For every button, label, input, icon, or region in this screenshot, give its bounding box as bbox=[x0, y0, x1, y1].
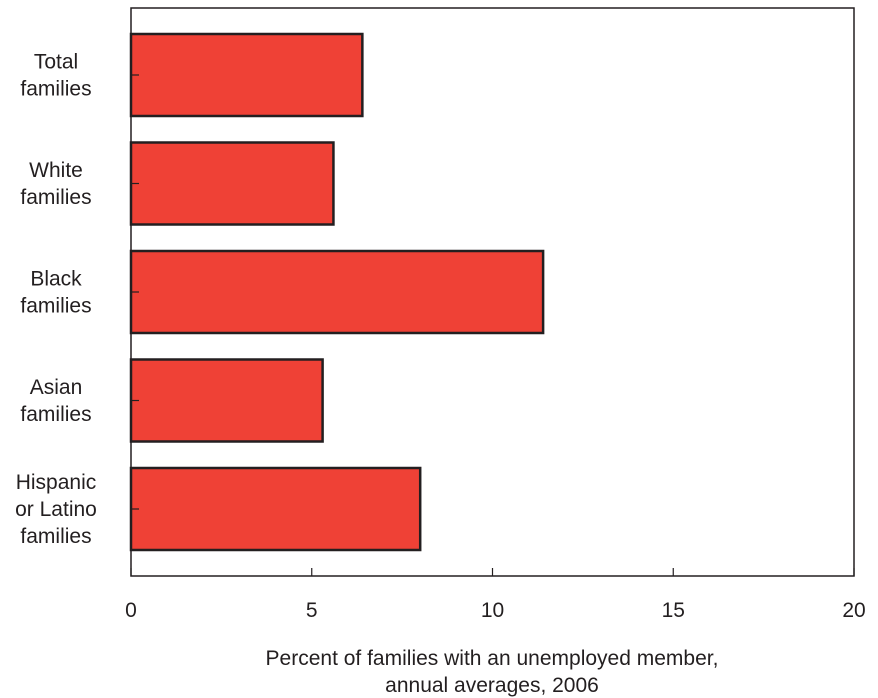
bar-0 bbox=[129, 32, 364, 118]
x-tick-label-4: 20 bbox=[842, 599, 865, 622]
category-label-line: families bbox=[20, 525, 91, 548]
category-label-line: Hispanic bbox=[16, 471, 97, 494]
category-label-line: families bbox=[20, 295, 91, 318]
category-label-2: Black families bbox=[20, 268, 91, 318]
bar-3 bbox=[129, 358, 324, 443]
bar-2 bbox=[129, 249, 545, 335]
x-axis-title-line-1: Percent of families with an unemployed m… bbox=[266, 647, 719, 670]
x-axis-title-line-2: annual averages, 2006 bbox=[385, 674, 599, 697]
category-label-0: Total families bbox=[20, 51, 91, 101]
x-tick-label-3: 15 bbox=[662, 599, 685, 622]
category-label-line: families bbox=[20, 403, 91, 426]
bar-1 bbox=[129, 141, 335, 226]
category-label-1: White families bbox=[20, 159, 91, 209]
category-label-line: families bbox=[20, 78, 91, 101]
x-tick-label-1: 5 bbox=[306, 599, 318, 622]
category-label-line: Asian bbox=[30, 376, 83, 399]
category-label-line: Black bbox=[30, 268, 82, 291]
bars bbox=[129, 32, 545, 552]
bar-4 bbox=[129, 466, 422, 552]
category-label-line: families bbox=[20, 186, 91, 209]
plot-frame bbox=[130, 7, 855, 577]
category-label-line: Total bbox=[34, 51, 78, 74]
category-label-4: Hispanic or Latino families bbox=[15, 471, 97, 548]
category-label-line: White bbox=[29, 159, 83, 182]
x-tick-label-0: 0 bbox=[125, 599, 137, 622]
category-label-line: or Latino bbox=[15, 498, 97, 521]
category-label-3: Asian families bbox=[20, 376, 91, 426]
x-tick-label-2: 10 bbox=[481, 599, 504, 622]
